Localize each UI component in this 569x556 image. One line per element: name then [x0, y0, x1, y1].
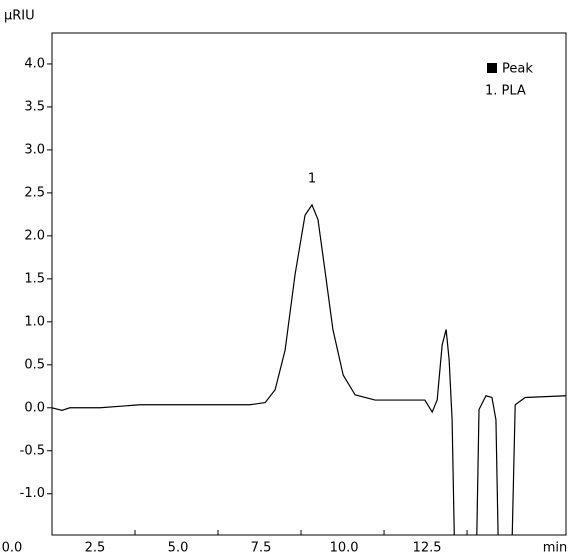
y-tick-label: 0.5: [24, 357, 45, 372]
x-tick-label: 12.5: [413, 541, 442, 556]
legend-entry: 1. PLA: [485, 84, 526, 99]
plot-frame: [51, 32, 567, 536]
y-tick-label: 1.0: [24, 314, 45, 329]
legend-marker: [487, 63, 497, 73]
y-tick-label: -1.0: [20, 486, 45, 501]
y-tick-label: 3.5: [24, 99, 45, 114]
y-tick-label: 3.0: [24, 142, 45, 157]
x-tick-label: 2.5: [85, 541, 106, 556]
x-axis-label: min: [543, 541, 568, 556]
y-tick-label: 0.0: [24, 400, 45, 415]
x-tick-label: 0.0: [2, 541, 23, 556]
peak-label: 1: [308, 171, 316, 186]
legend-title: Peak: [502, 62, 533, 77]
y-tick-label: 2.0: [24, 228, 45, 243]
y-tick-label: 4.0: [24, 56, 45, 71]
y-tick-label: 1.5: [24, 271, 45, 286]
x-tick-label: 5.0: [168, 541, 189, 556]
x-tick-label: 10.0: [330, 541, 359, 556]
x-tick-label: 7.5: [251, 541, 272, 556]
y-tick-label: -0.5: [20, 443, 45, 458]
y-tick-label: 2.5: [24, 185, 45, 200]
y-axis-label: µRIU: [4, 9, 35, 24]
trace: [52, 203, 566, 535]
